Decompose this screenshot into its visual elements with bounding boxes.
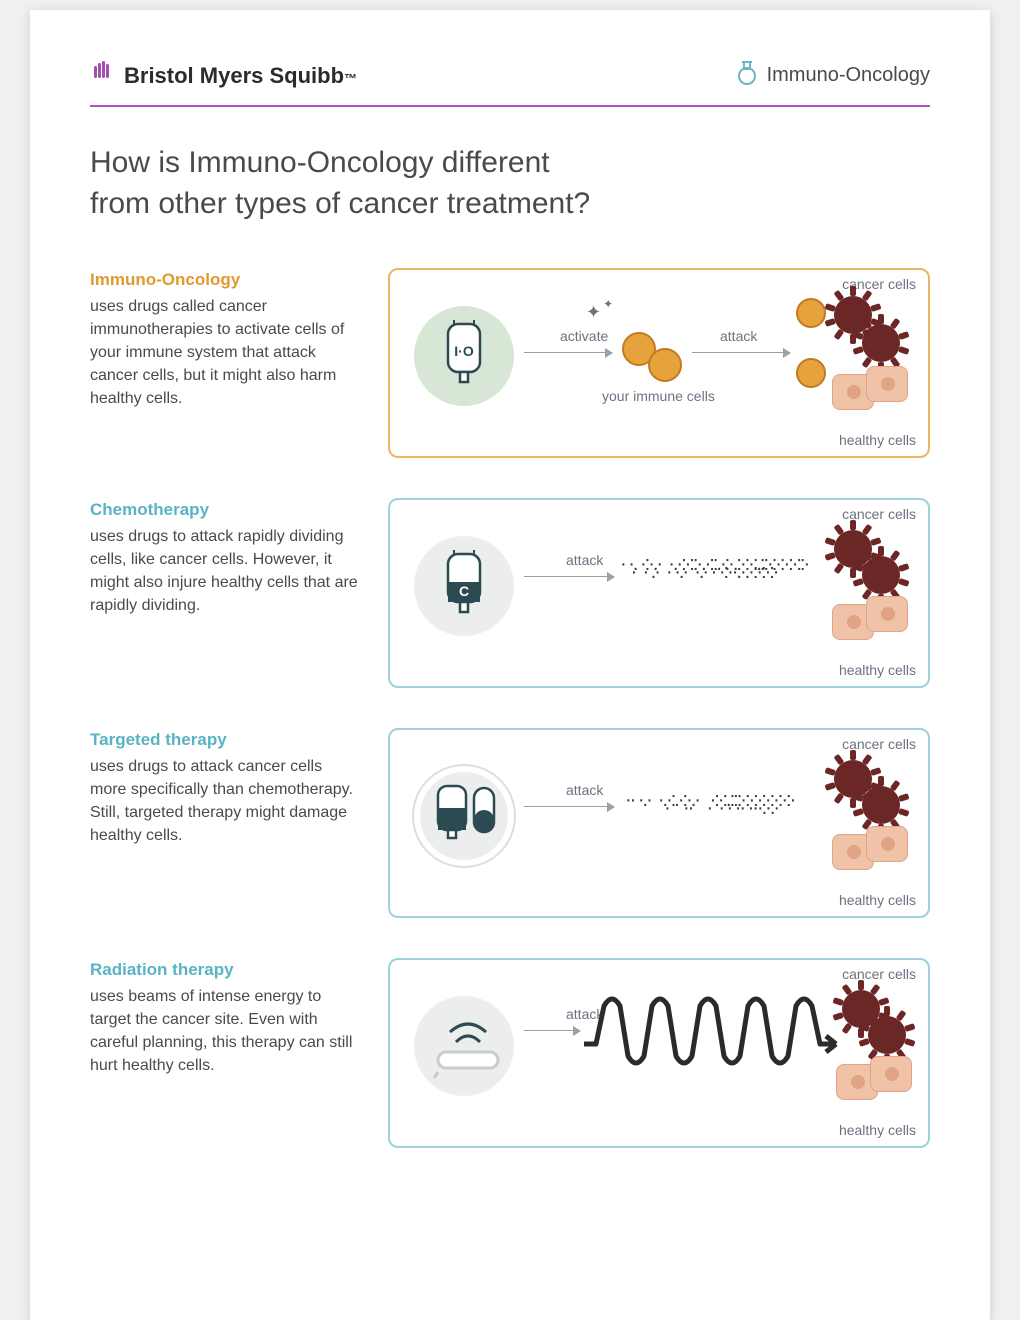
page-title: How is Immuno-Oncology different from ot… [90,143,930,224]
diagram-io: I·O ✦✦ activate your immune cells attack [388,268,930,458]
drug-particles-icon: · ·. ·:·.· ·.·:·::·.·::.·:·.:·:·:.::·:·:… [620,560,808,576]
caption-healthy: healthy cells [839,662,916,678]
hand-icon [90,60,116,91]
sections: Immuno-Oncology uses drugs called cancer… [90,268,930,1148]
healthy-cell-icon [870,1056,912,1092]
svg-text:C: C [459,583,469,599]
drug-particles-icon: ·· ·.· ·.·:.·:·.· ·:·:.:::·:·:·:·:·:·:· … [625,796,794,812]
section-label: Immuno-Oncology [90,268,360,293]
iv-bag-icon: I·O [442,318,486,399]
section-desc: uses beams of intense energy to target t… [90,985,360,1078]
section-immuno-oncology: Immuno-Oncology uses drugs called cancer… [90,268,930,458]
caption-healthy: healthy cells [839,892,916,908]
immune-cell-icon [796,298,826,328]
caption-attack: attack [566,552,603,568]
radiation-wave-icon [584,996,854,1071]
arrow-icon [692,352,790,353]
page: Bristol Myers Squibb™ Immuno-Oncology Ho… [30,10,990,1320]
cancer-cell-icon [864,1012,910,1058]
brand-right: Immuno-Oncology [735,60,930,91]
section-desc: uses drugs to attack rapidly dividing ce… [90,525,360,618]
healthy-cell-icon [866,596,908,632]
svg-text:I·O: I·O [454,343,474,359]
caption-healthy: healthy cells [839,432,916,448]
brand-left: Bristol Myers Squibb™ [90,60,357,91]
immune-cell-icon [796,358,826,388]
arrow-icon [524,806,614,807]
page-header: Bristol Myers Squibb™ Immuno-Oncology [90,60,930,107]
brand-left-text: Bristol Myers Squibb™ [124,63,357,89]
section-chemotherapy: Chemotherapy uses drugs to attack rapidl… [90,498,930,688]
section-desc: uses drugs called cancer immunotherapies… [90,295,360,411]
section-radiation: Radiation therapy uses beams of intense … [90,958,930,1148]
flask-icon [735,60,759,91]
caption-healthy: healthy cells [839,1122,916,1138]
section-label: Targeted therapy [90,728,360,753]
iv-bag-icon: C [442,548,486,629]
sparkle-icon: ✦✦ [586,302,611,323]
caption-immune: your immune cells [602,388,715,404]
diagram-chemo: C attack · ·. ·:·.· ·.·:·::·.·::.·:·.:·:… [388,498,930,688]
cancer-cell-icon [858,782,904,828]
arrow-icon [524,1030,580,1031]
immune-cell-icon [648,348,682,382]
arrow-icon [524,352,612,353]
diagram-targeted: attack ·· ·.· ·.·:.·:·.· ·:·:.:::·:·:·:·… [388,728,930,918]
section-label: Radiation therapy [90,958,360,983]
diagram-radiation: attack cancer cells healthy cells [388,958,930,1148]
section-text: Radiation therapy uses beams of intense … [90,958,360,1148]
radiation-emitter-icon [432,1014,506,1085]
brand-right-text: Immuno-Oncology [767,64,930,87]
section-text: Chemotherapy uses drugs to attack rapidl… [90,498,360,688]
healthy-cell-icon [866,366,908,402]
caption-activate: activate [560,328,608,344]
iv-pill-icon [434,782,500,851]
cancer-cell-icon [858,320,904,366]
section-text: Immuno-Oncology uses drugs called cancer… [90,268,360,458]
healthy-cell-icon [866,826,908,862]
caption-attack: attack [566,782,603,798]
caption-attack: attack [720,328,757,344]
section-label: Chemotherapy [90,498,360,523]
section-targeted: Targeted therapy uses drugs to attack ca… [90,728,930,918]
section-text: Targeted therapy uses drugs to attack ca… [90,728,360,918]
caption-cancer: cancer cells [842,966,916,982]
cancer-cell-icon [858,552,904,598]
section-desc: uses drugs to attack cancer cells more s… [90,755,360,848]
arrow-icon [524,576,614,577]
